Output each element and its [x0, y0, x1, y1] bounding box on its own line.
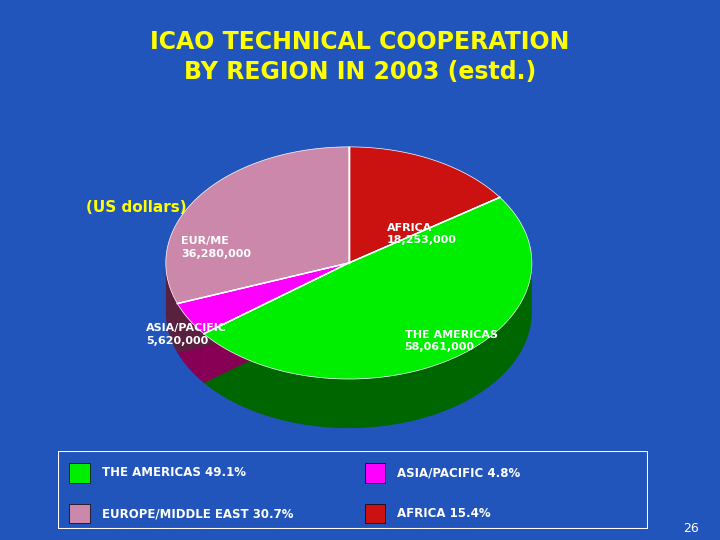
Polygon shape [204, 197, 532, 379]
Text: AFRICA 15.4%: AFRICA 15.4% [397, 507, 491, 520]
Polygon shape [177, 263, 348, 353]
Polygon shape [166, 262, 177, 353]
Polygon shape [348, 147, 500, 263]
Text: 26: 26 [683, 522, 698, 535]
Text: THE AMERICAS
58,061,000: THE AMERICAS 58,061,000 [405, 330, 498, 352]
FancyBboxPatch shape [364, 504, 385, 523]
Text: ASIA/PACIFIC
5,620,000: ASIA/PACIFIC 5,620,000 [145, 323, 227, 346]
Text: AFRICA
18,253,000: AFRICA 18,253,000 [387, 222, 456, 245]
Polygon shape [177, 303, 204, 383]
Polygon shape [204, 263, 348, 383]
FancyBboxPatch shape [69, 463, 90, 483]
Text: ASIA/PACIFIC 4.8%: ASIA/PACIFIC 4.8% [397, 467, 521, 480]
Text: EUROPE/MIDDLE EAST 30.7%: EUROPE/MIDDLE EAST 30.7% [102, 507, 293, 520]
Text: EUR/ME
36,280,000: EUR/ME 36,280,000 [181, 236, 251, 259]
Polygon shape [204, 261, 532, 428]
Polygon shape [177, 263, 348, 353]
Polygon shape [177, 263, 348, 334]
Text: (US dollars): (US dollars) [86, 200, 187, 214]
Polygon shape [204, 263, 348, 383]
Text: ICAO TECHNICAL COOPERATION
BY REGION IN 2003 (estd.): ICAO TECHNICAL COOPERATION BY REGION IN … [150, 30, 570, 84]
Text: THE AMERICAS 49.1%: THE AMERICAS 49.1% [102, 467, 246, 480]
FancyBboxPatch shape [69, 504, 90, 523]
FancyBboxPatch shape [364, 463, 385, 483]
Polygon shape [166, 147, 348, 303]
